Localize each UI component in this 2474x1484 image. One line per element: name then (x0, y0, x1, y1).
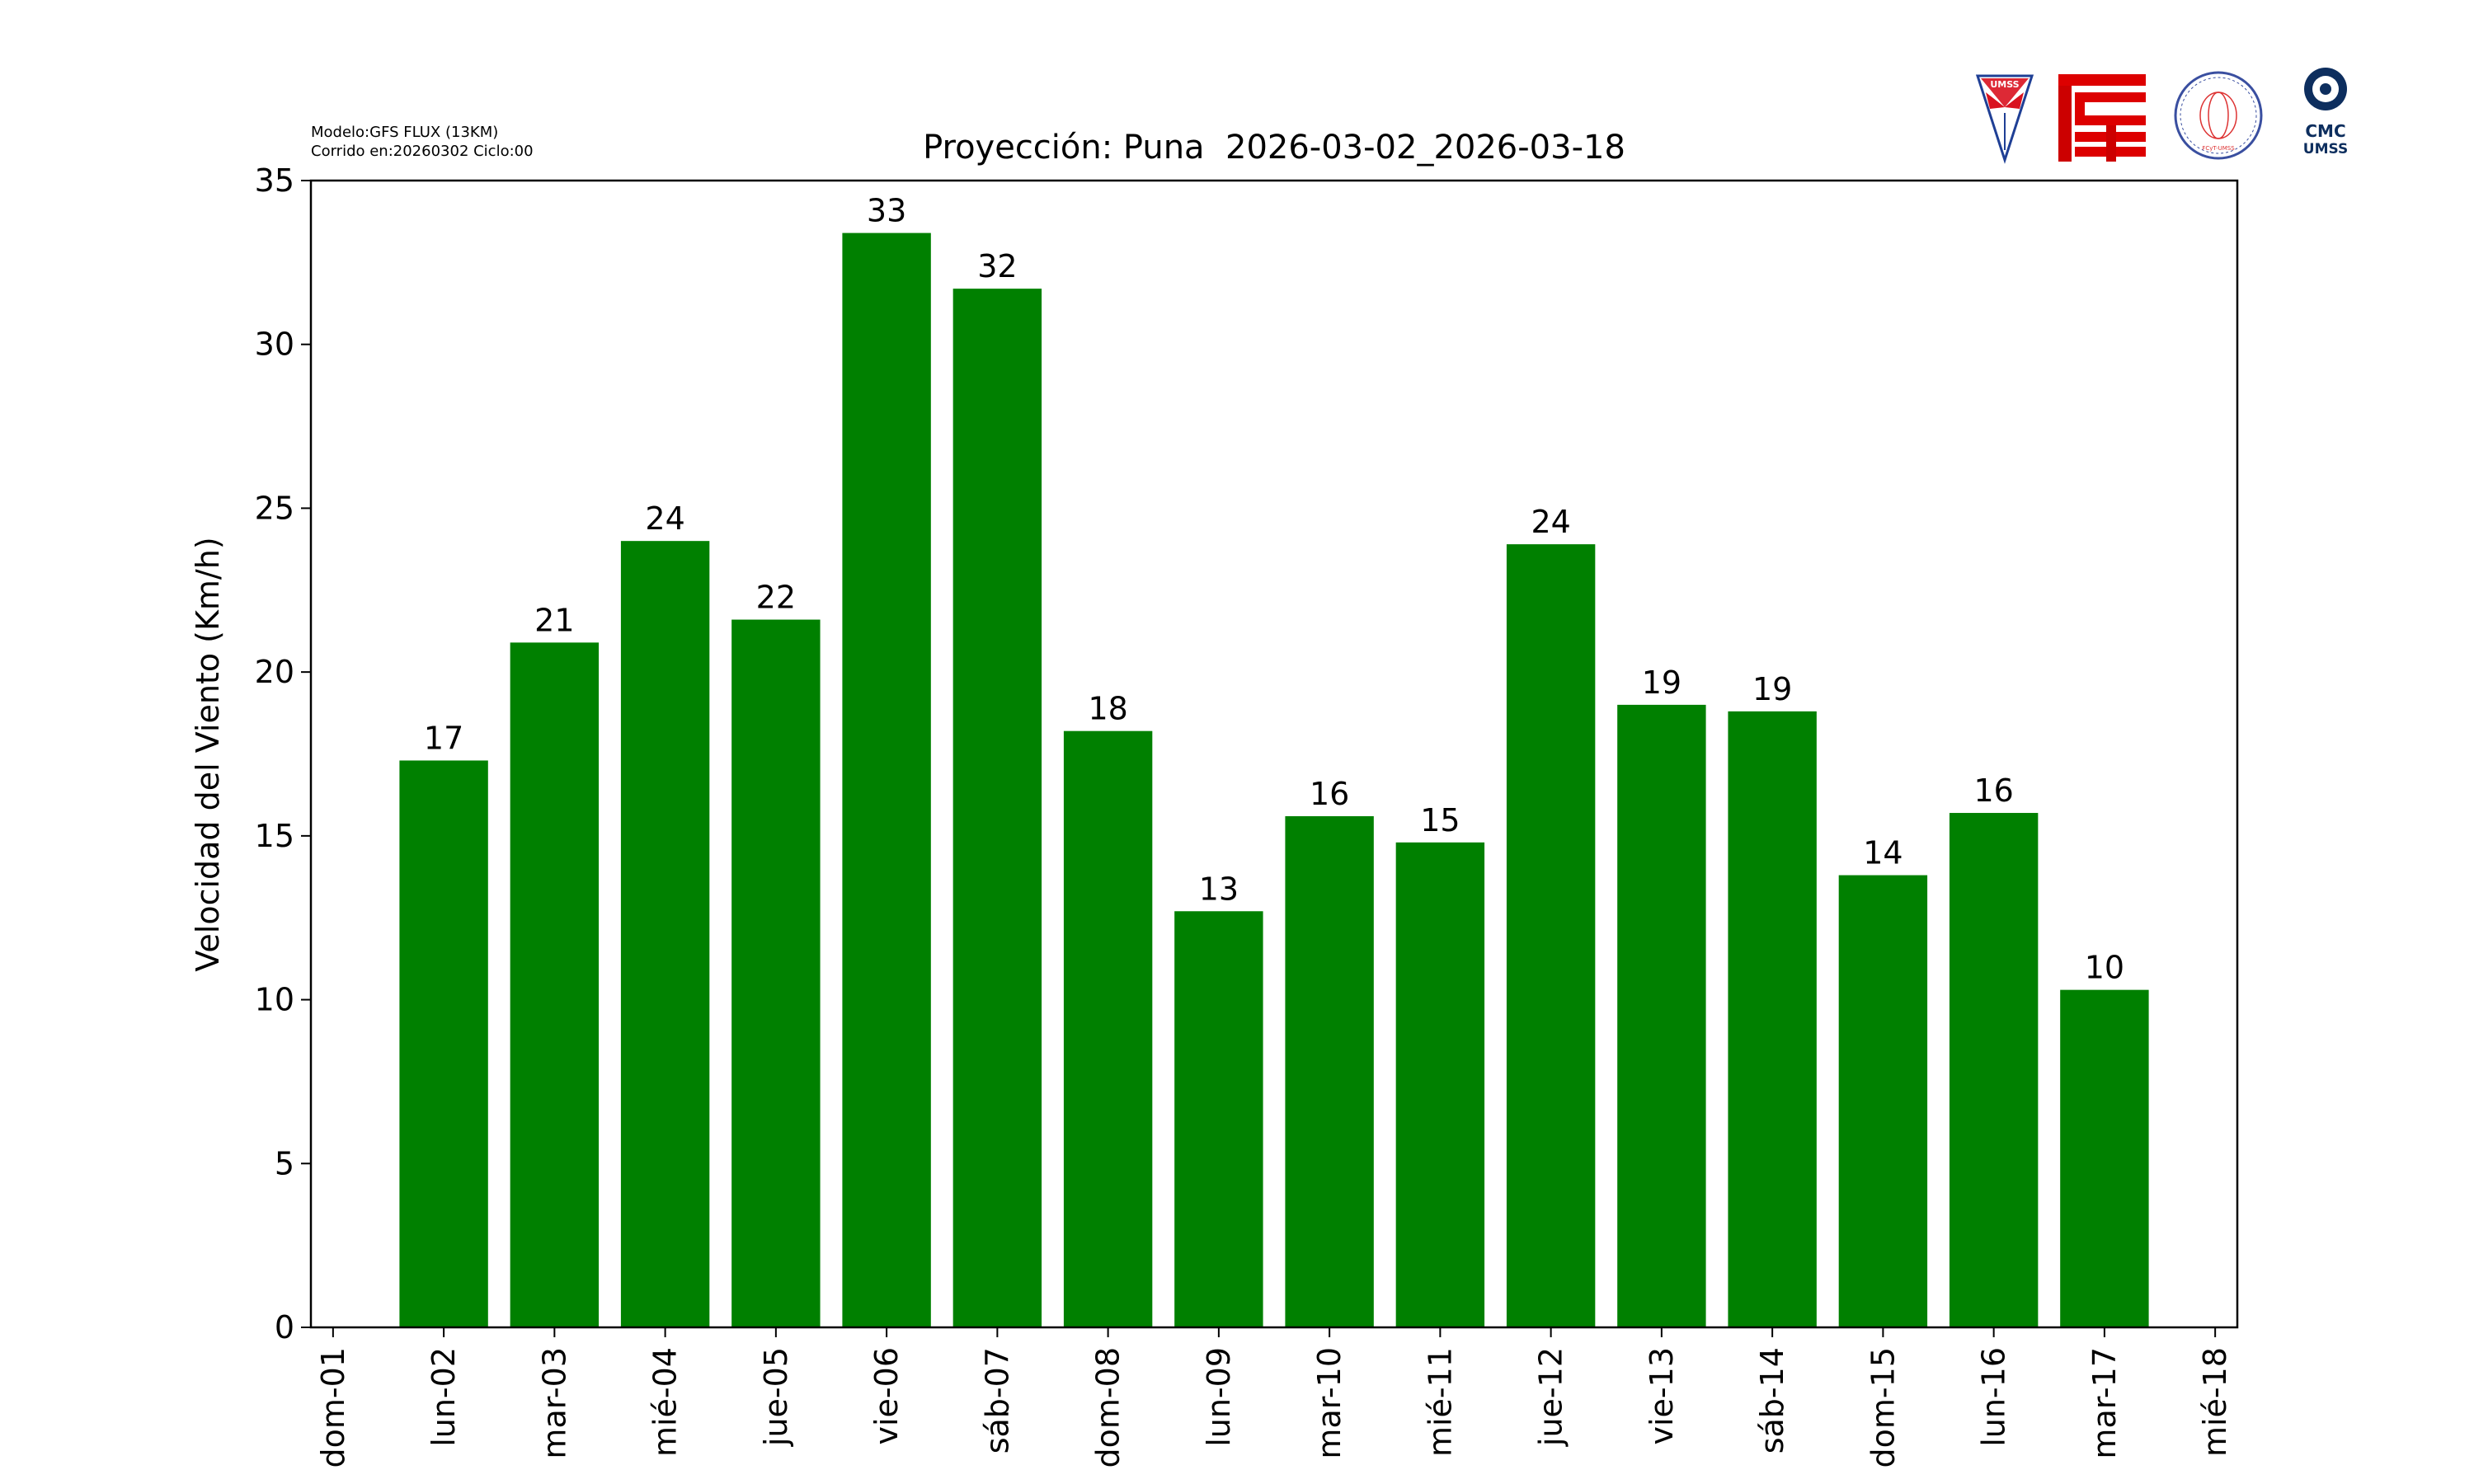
bar-value-label: 16 (1310, 776, 1349, 812)
bar-value-label: 18 (1088, 691, 1127, 727)
x-tick-label: dom-15 (1865, 1347, 1901, 1468)
x-tick-label: mié-18 (2197, 1347, 2233, 1457)
bar-jue-12 (1506, 544, 1596, 1327)
bar-value-label: 16 (1973, 773, 2013, 809)
bar-value-label: 15 (1420, 802, 1460, 838)
plot-frame (309, 179, 2239, 1329)
bar-sáb-14 (1728, 711, 1817, 1327)
x-tick-label: mar-10 (1311, 1347, 1348, 1459)
bar-lun-16 (1949, 813, 2039, 1327)
x-tick-label: vie-06 (868, 1347, 905, 1445)
bar-value-label: 22 (756, 580, 796, 616)
x-tick-label: mié-04 (647, 1347, 684, 1457)
x-tick-label: lun-09 (1201, 1347, 1237, 1447)
bar-value-label: 32 (977, 248, 1017, 284)
bar-value-label: 13 (1199, 871, 1239, 907)
bar-lun-09 (1174, 911, 1263, 1327)
x-tick-label: vie-13 (1644, 1347, 1680, 1445)
bar-value-label: 10 (2085, 950, 2124, 986)
x-axis: dom-01 lun-02 mar-03 mié-04 jue-05 vie-06 sáb-… (315, 1327, 2233, 1468)
x-tick-label: mar-17 (2086, 1347, 2123, 1459)
bar-value-label: 19 (1642, 665, 1681, 701)
bar-jue-05 (731, 619, 821, 1327)
bar-vie-13 (1617, 704, 1706, 1327)
bar-mié-11 (1395, 842, 1485, 1327)
bar-value-label: 21 (534, 602, 574, 638)
bar-lun-02 (399, 760, 488, 1327)
x-tick-label: dom-01 (315, 1347, 351, 1468)
bar-value-label: 24 (645, 500, 684, 537)
y-tick-label: 5 (275, 1145, 294, 1181)
bar-dom-15 (1838, 875, 1928, 1327)
y-tick-label: 30 (255, 326, 294, 363)
x-tick-label: mié-11 (1422, 1347, 1458, 1457)
x-tick-label: mar-03 (536, 1347, 572, 1459)
x-tick-label: dom-08 (1090, 1347, 1126, 1468)
bar-mié-04 (620, 541, 710, 1327)
y-tick-label: 10 (255, 982, 294, 1018)
umss-logo-text: UMSS (1990, 79, 2019, 90)
x-tick-label: sáb-07 (979, 1347, 1015, 1453)
bars: 17 21 24 22 33 32 18 13 16 15 24 19 19 14 16 10 (399, 193, 2149, 1328)
bar-value-label: 33 (867, 193, 906, 229)
cmc-logo-line1: CMC (2305, 121, 2345, 141)
bar-mar-17 (2060, 989, 2149, 1327)
x-tick-label: lun-02 (426, 1347, 462, 1447)
fcyt-logo (2058, 74, 2146, 162)
y-tick-label: 15 (255, 818, 294, 854)
bar-mar-10 (1285, 816, 1374, 1327)
cmc-logo: CMC UMSS (2303, 68, 2348, 157)
fisica-logo: FCyT-UMSS (2174, 71, 2263, 160)
bar-vie-06 (842, 232, 931, 1327)
bar-value-label: 14 (1863, 835, 1903, 871)
x-tick-label: jue-12 (1533, 1347, 1569, 1447)
bar-dom-08 (1063, 730, 1153, 1327)
x-tick-label: jue-05 (758, 1347, 794, 1447)
chart-title: Proyección: Puna 2026-03-02_2026-03-18 (923, 129, 1625, 167)
y-axis: 0 5 10 15 20 25 30 35 (255, 162, 311, 1345)
y-tick-label: 0 (275, 1309, 294, 1345)
y-axis-label: Velocidad del Viento (Km/h) (190, 537, 226, 971)
run-info: Corrido en:20260302 Ciclo:00 (311, 143, 534, 160)
y-tick-label: 35 (255, 162, 294, 199)
x-tick-label: sáb-14 (1754, 1347, 1790, 1453)
fisica-logo-text: FCyT-UMSS (2202, 145, 2235, 152)
x-tick-label: lun-16 (1976, 1347, 2012, 1447)
cmc-logo-line2: UMSS (2303, 141, 2348, 157)
model-info: Modelo:GFS FLUX (13KM) (311, 124, 498, 141)
bar-mar-03 (510, 642, 600, 1327)
bar-value-label: 24 (1531, 504, 1570, 540)
bar-sáb-07 (952, 289, 1042, 1328)
y-tick-label: 25 (255, 490, 294, 526)
bar-value-label: 19 (1752, 671, 1792, 707)
y-tick-label: 20 (255, 654, 294, 690)
umss-logo: UMSS (1975, 74, 2034, 164)
bar-value-label: 17 (424, 720, 463, 756)
